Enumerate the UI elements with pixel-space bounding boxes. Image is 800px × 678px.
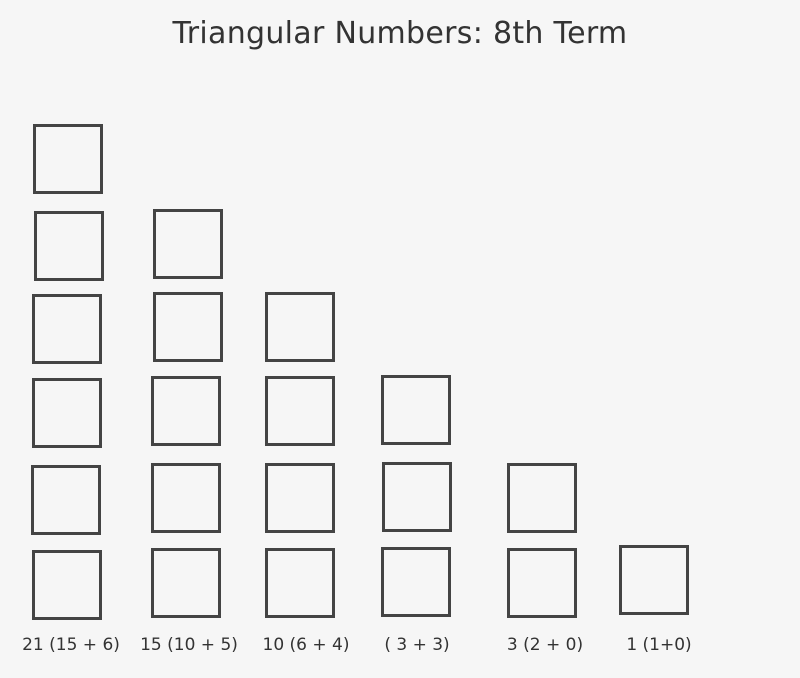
- square-col5-row1: [507, 548, 577, 618]
- column-label-5: 3 (2 + 0): [506, 635, 584, 655]
- square-col4-row3: [381, 375, 451, 445]
- square-col2-row4: [153, 292, 223, 362]
- column-label-3: 10 (6 + 4): [262, 635, 350, 655]
- square-col1-row6: [33, 124, 103, 194]
- square-col3-row3: [265, 376, 335, 446]
- square-col4-row1: [381, 547, 451, 617]
- square-col2-row1: [151, 548, 221, 618]
- square-col1-row1: [32, 550, 102, 620]
- column-label-1: 21 (15 + 6): [22, 635, 120, 655]
- square-col1-row3: [32, 378, 102, 448]
- square-col3-row2: [265, 463, 335, 533]
- square-col4-row2: [382, 462, 452, 532]
- square-col1-row5: [34, 211, 104, 281]
- square-col3-row4: [265, 292, 335, 362]
- diagram-title: Triangular Numbers: 8th Term: [172, 16, 628, 51]
- column-label-6: 1 (1+0): [626, 635, 692, 655]
- square-col3-row1: [265, 548, 335, 618]
- square-col5-row2: [507, 463, 577, 533]
- square-col1-row2: [31, 465, 101, 535]
- square-col6-row1: [619, 545, 689, 615]
- column-label-2: 15 (10 + 5): [140, 635, 238, 655]
- square-col2-row3: [151, 376, 221, 446]
- square-col2-row5: [153, 209, 223, 279]
- square-col2-row2: [151, 463, 221, 533]
- square-col1-row4: [32, 294, 102, 364]
- column-label-4: ( 3 + 3): [384, 635, 450, 655]
